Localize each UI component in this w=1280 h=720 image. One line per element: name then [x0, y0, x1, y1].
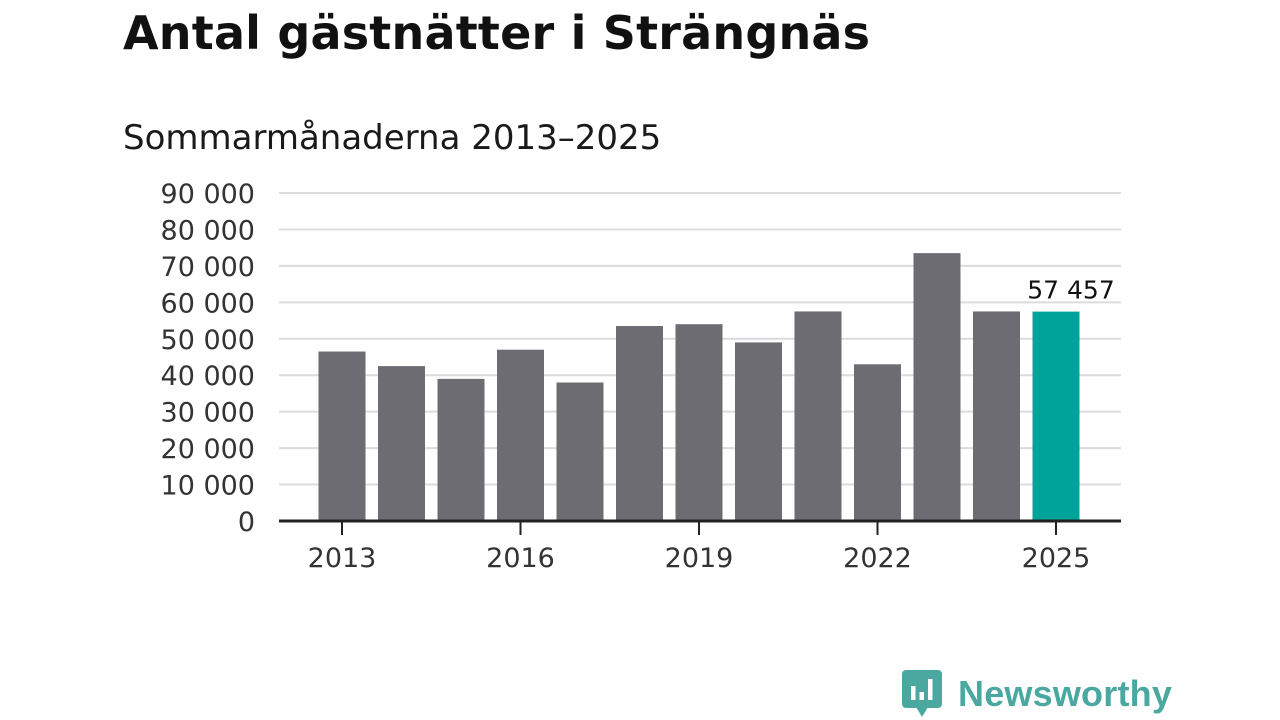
bar-2023 — [913, 253, 961, 521]
x-tick-label: 2013 — [308, 543, 377, 574]
y-tick-label: 90 000 — [161, 179, 255, 210]
y-tick-label: 0 — [238, 507, 255, 538]
brand-name: Newsworthy — [958, 673, 1173, 714]
bar-2013 — [318, 351, 366, 521]
bar-2022 — [854, 364, 901, 521]
bar-chart: 0 10 000 20 000 30 000 40 000 50 000 60 000 70 … — [161, 179, 1121, 574]
newsworthy-brand: Newsworthy — [902, 670, 1172, 718]
y-tick-label: 20 000 — [161, 434, 255, 465]
bar-2025 — [1032, 311, 1080, 521]
y-axis-tick-labels: 0 10 000 20 000 30 000 40 000 50 000 60 000 70 … — [161, 179, 255, 538]
bar-2024 — [973, 311, 1020, 521]
bar-2015 — [437, 378, 485, 521]
x-tick-label: 2025 — [1022, 543, 1091, 574]
data-label-2025: 57 457 — [1027, 276, 1114, 305]
bar-2014 — [378, 366, 425, 521]
y-tick-label: 80 000 — [161, 215, 255, 246]
x-axis-tick-labels: 2013 2016 2019 2022 2025 — [308, 543, 1091, 574]
chart-subtitle: Sommarmånaderna 2013–2025 — [123, 118, 662, 158]
chart-title: Antal gästnätter i Strängnäs — [123, 6, 871, 60]
x-tick-label: 2019 — [665, 543, 734, 574]
data-labels: 57 457 — [1027, 276, 1114, 305]
bar-2019 — [675, 324, 723, 521]
y-tick-label: 30 000 — [161, 398, 255, 429]
y-tick-label: 50 000 — [161, 325, 255, 356]
bar-2021 — [794, 311, 842, 521]
y-tick-label: 60 000 — [161, 288, 255, 319]
bar-2016 — [497, 349, 544, 521]
bar-chart-speech-bubble-icon — [902, 670, 942, 717]
y-tick-label: 10 000 — [161, 471, 255, 502]
bar-2020 — [735, 342, 782, 521]
x-axis — [279, 519, 1121, 535]
y-tick-label: 70 000 — [161, 252, 255, 283]
bars — [318, 253, 1080, 521]
bar-2017 — [556, 382, 604, 521]
x-tick-label: 2016 — [486, 543, 555, 574]
x-tick-label: 2022 — [843, 543, 912, 574]
y-tick-label: 40 000 — [161, 361, 255, 392]
bar-2018 — [616, 326, 663, 521]
